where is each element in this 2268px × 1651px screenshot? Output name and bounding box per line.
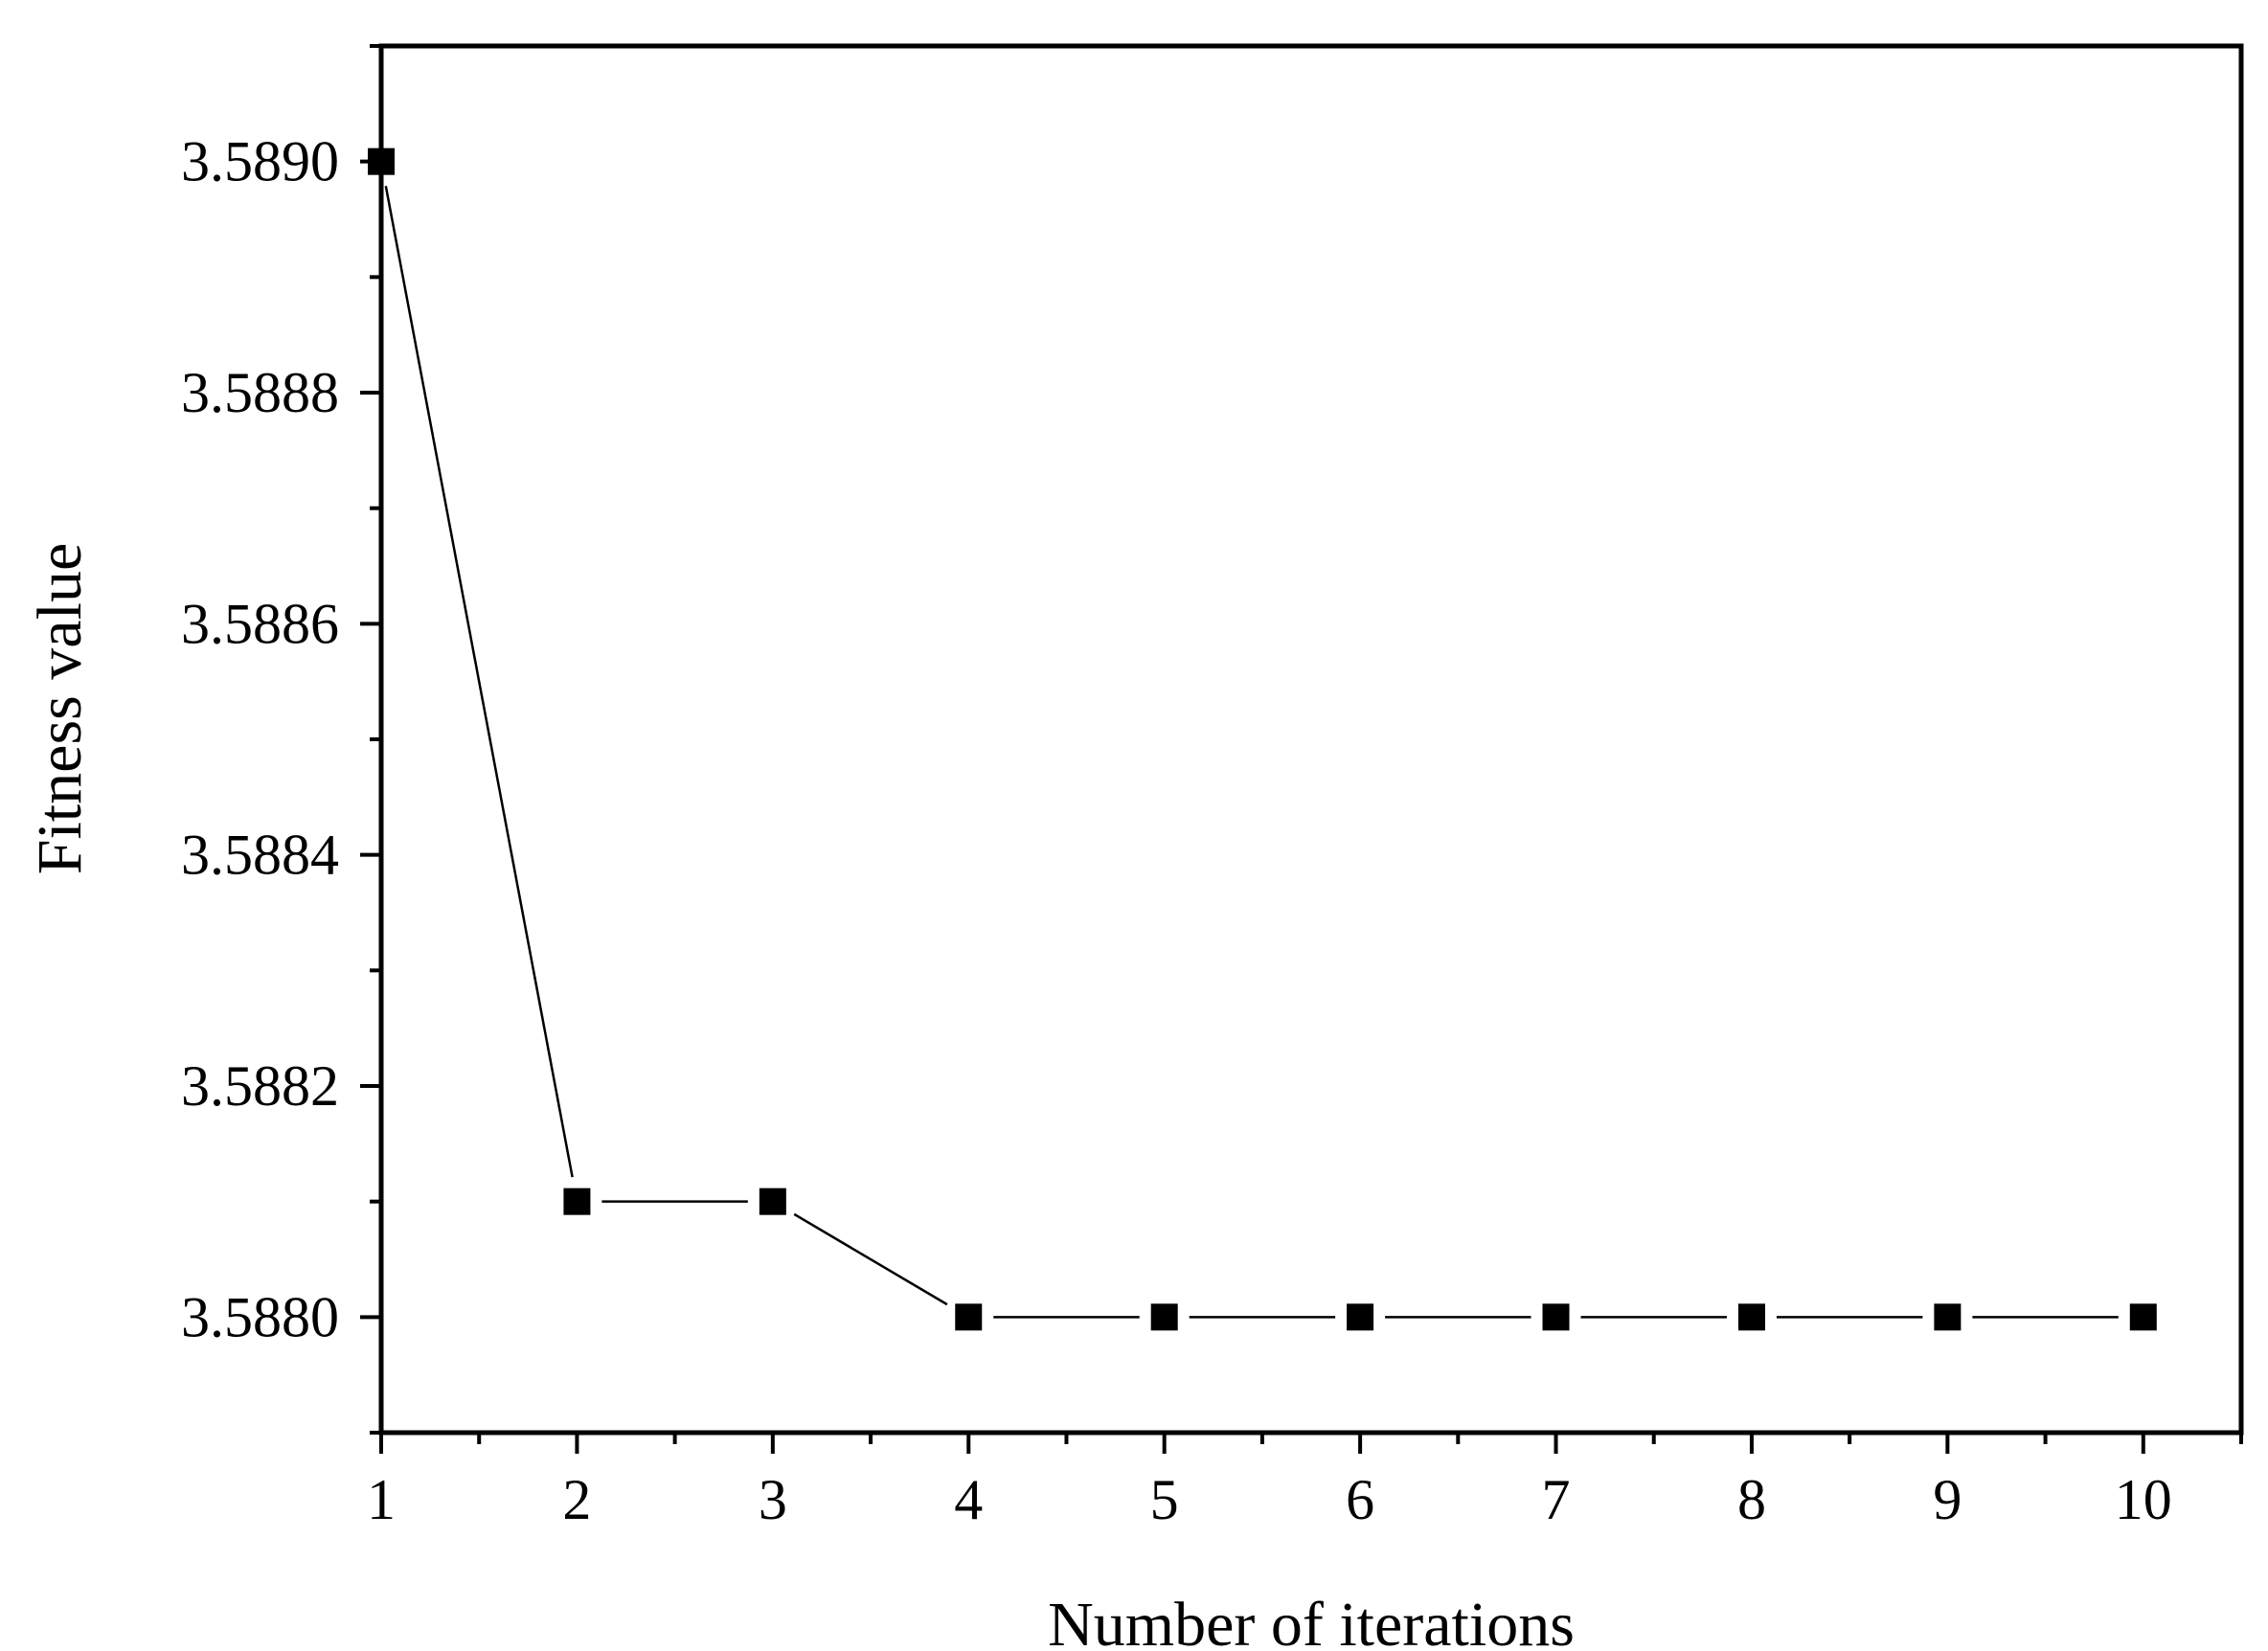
y-tick-label: 3.5890 bbox=[181, 130, 339, 193]
data-point-marker bbox=[1737, 1303, 1765, 1331]
y-tick-label: 3.5880 bbox=[181, 1285, 339, 1348]
y-tick-label: 3.5882 bbox=[181, 1054, 339, 1118]
x-tick-label: 2 bbox=[562, 1468, 591, 1531]
data-point-marker bbox=[1347, 1303, 1374, 1331]
y-tick-label: 3.5884 bbox=[181, 824, 339, 887]
y-tick-label: 3.5886 bbox=[181, 592, 339, 655]
data-point-marker bbox=[1542, 1303, 1570, 1331]
y-tick-labels: 3.5880 3.5882 3.5884 3.5886 3.5888 3.5890 bbox=[181, 130, 339, 1349]
data-point-marker bbox=[368, 147, 395, 175]
data-point-marker bbox=[2129, 1303, 2157, 1331]
x-tick-label: 10 bbox=[2115, 1468, 2172, 1531]
x-tick-label: 5 bbox=[1150, 1468, 1179, 1531]
x-tick-labels: 1 2 3 4 5 6 7 8 9 10 bbox=[367, 1468, 2172, 1531]
data-point-marker bbox=[563, 1187, 591, 1215]
x-tick-label: 4 bbox=[954, 1468, 983, 1531]
series-segment bbox=[793, 1212, 948, 1306]
data-point-marker bbox=[1150, 1303, 1178, 1331]
x-tick-label: 6 bbox=[1346, 1468, 1374, 1531]
x-tick-label: 9 bbox=[1933, 1468, 1962, 1531]
series-markers bbox=[368, 147, 2157, 1331]
series-segment bbox=[384, 185, 574, 1178]
y-axis-title: Fitness value bbox=[25, 543, 95, 874]
y-axis-ticks bbox=[360, 44, 381, 1435]
plot-frame bbox=[378, 43, 2244, 1436]
x-tick-label: 1 bbox=[367, 1468, 396, 1531]
data-point-marker bbox=[1934, 1303, 1962, 1331]
x-axis-ticks bbox=[379, 1433, 2243, 1454]
data-point-marker bbox=[759, 1187, 786, 1215]
x-tick-label: 8 bbox=[1737, 1468, 1766, 1531]
x-tick-label: 3 bbox=[759, 1468, 787, 1531]
x-axis-title: Number of iterations bbox=[1048, 1590, 1575, 1651]
x-tick-label: 7 bbox=[1542, 1468, 1571, 1531]
y-tick-label: 3.5888 bbox=[181, 361, 339, 424]
series-line bbox=[384, 185, 2119, 1319]
data-point-marker bbox=[955, 1303, 983, 1331]
